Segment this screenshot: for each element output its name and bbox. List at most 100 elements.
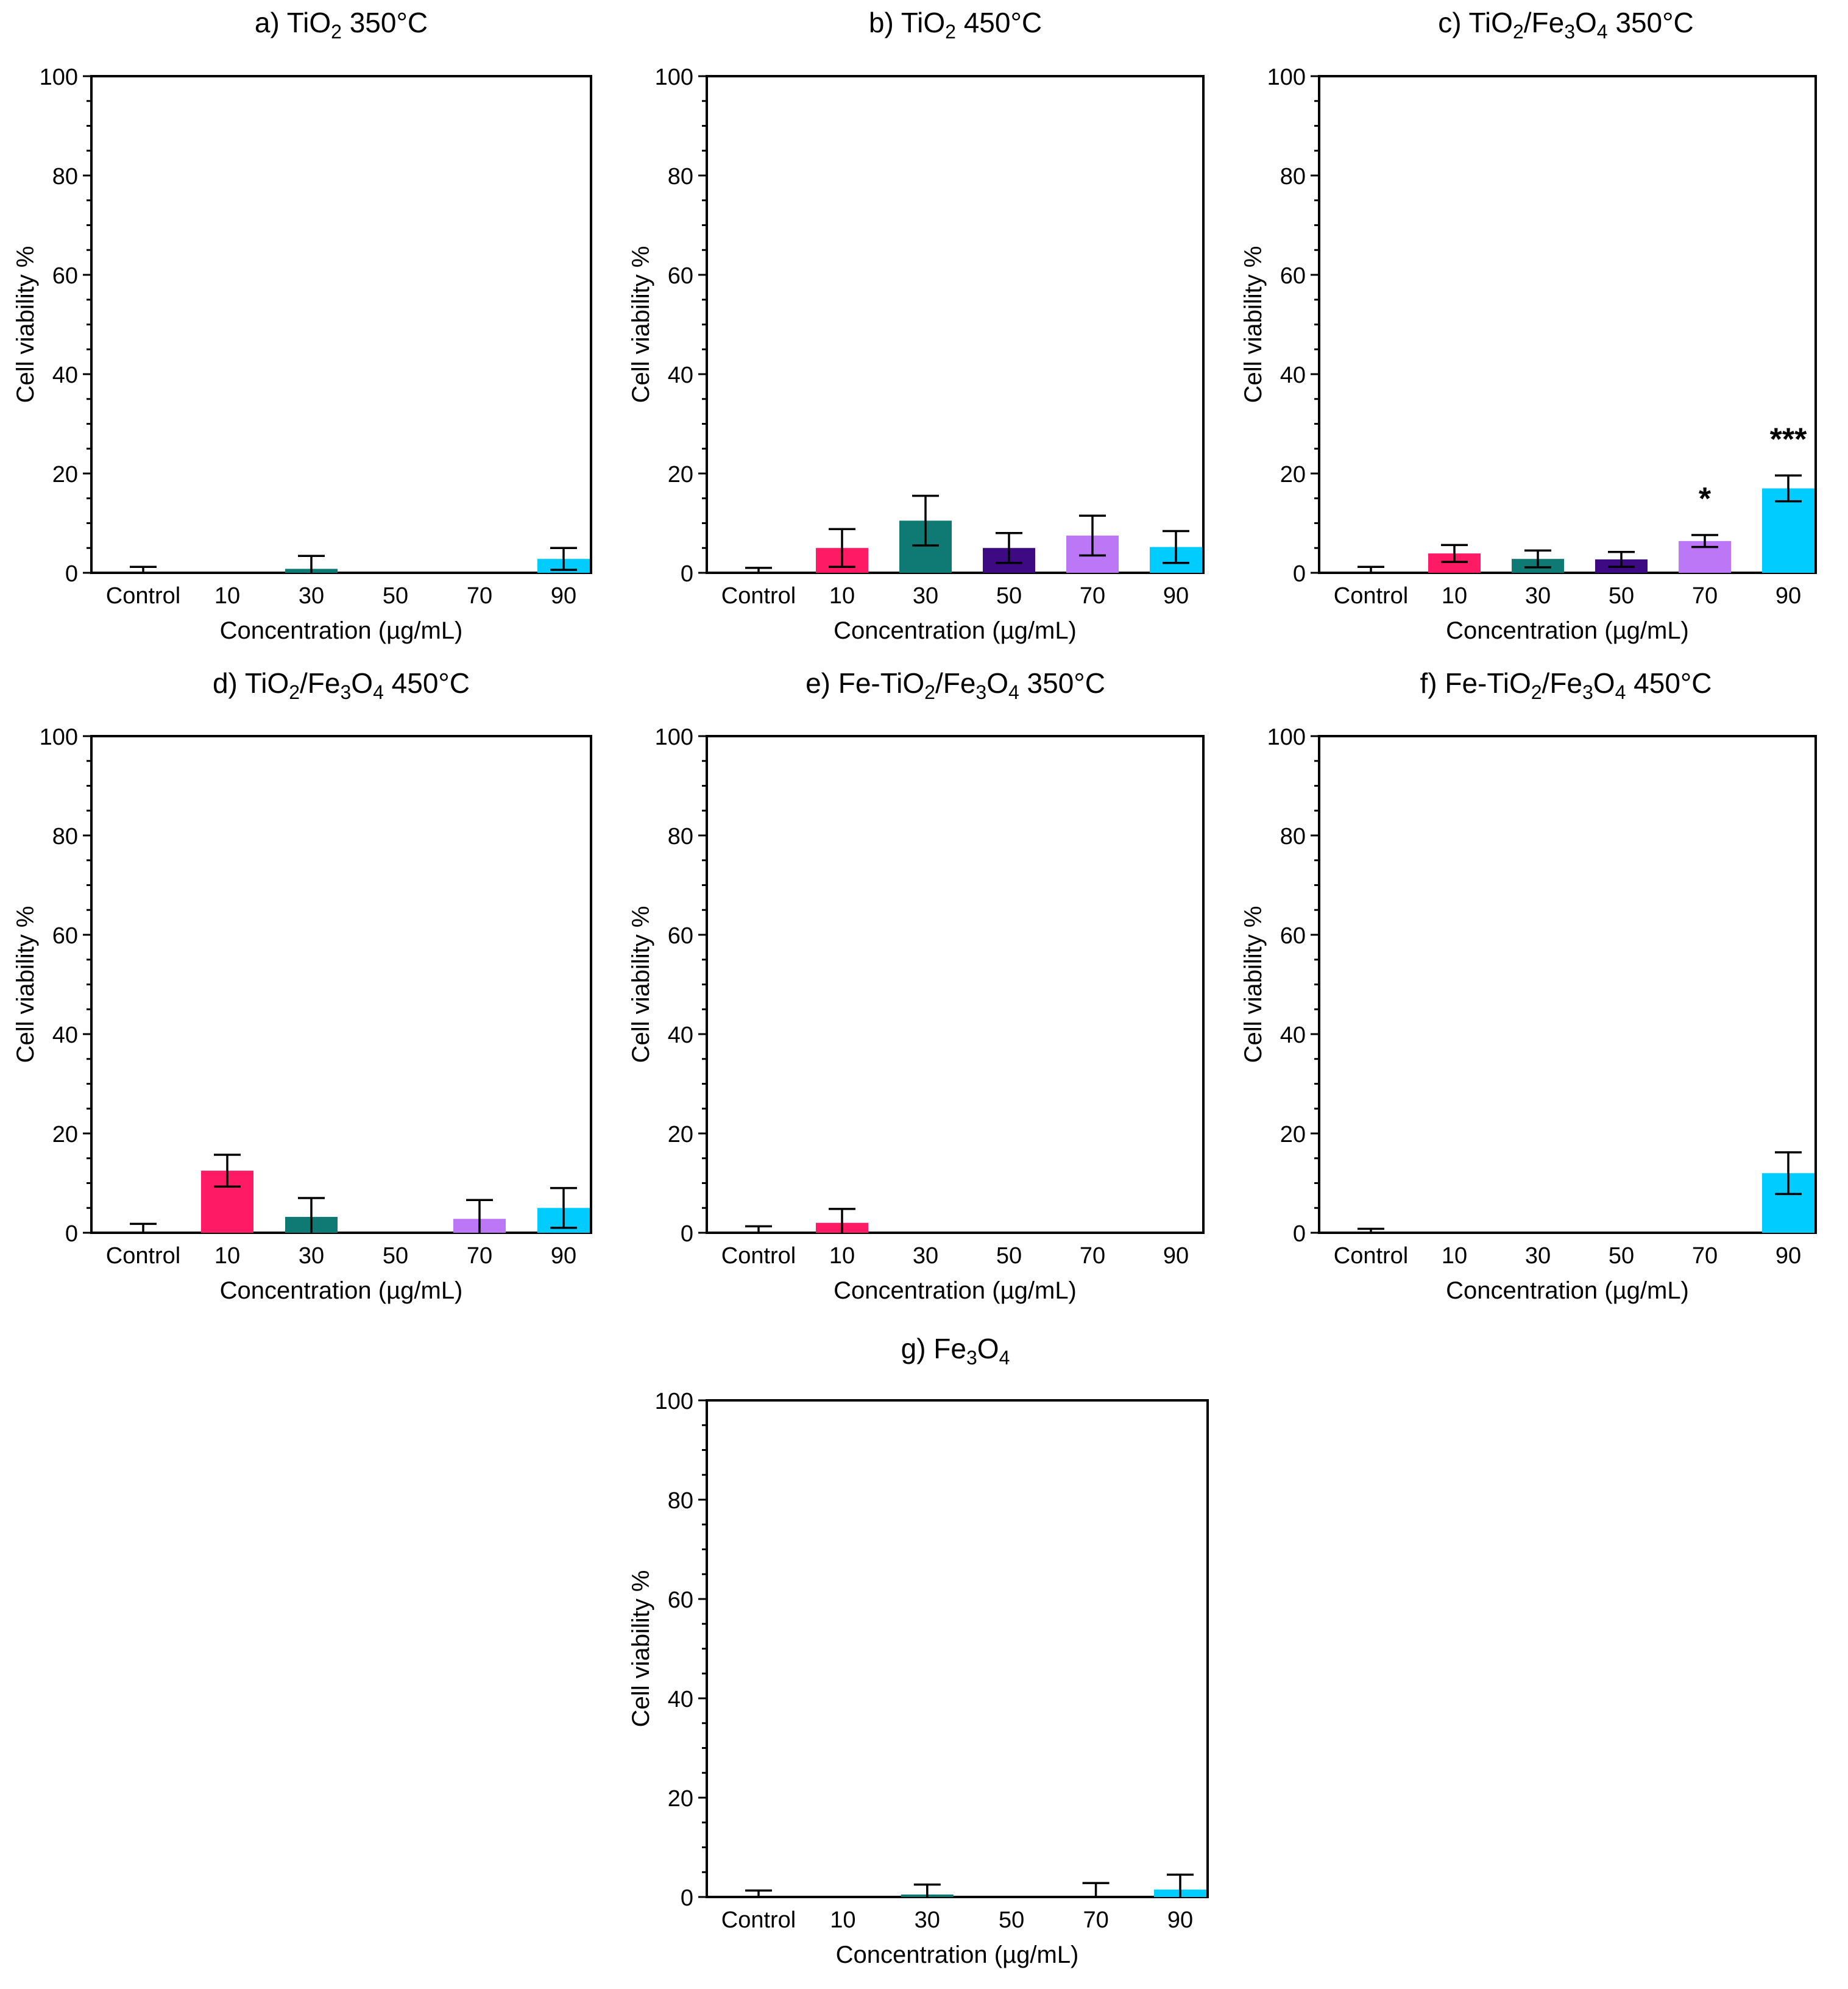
y-tick-label: 80: [668, 824, 693, 849]
plot-frame: [90, 75, 592, 574]
x-tick-label-70: 70: [1692, 583, 1718, 609]
y-axis-label: Cell viability %: [12, 906, 39, 1063]
y-tick-label: 60: [1280, 263, 1306, 289]
panel-d-title: d) TiO2/Fe3O4 450°C: [212, 667, 470, 703]
y-tick-label: 60: [52, 263, 78, 289]
panel-e-title: e) Fe-TiO2/Fe3O4 350°C: [805, 667, 1105, 703]
x-tick-label-70: 70: [467, 583, 492, 609]
x-tick-label-10: 10: [214, 583, 240, 609]
y-tick-label: 0: [681, 1221, 693, 1247]
chart-c: 0 20 40 60 80 100 Cell viability % Control 10 30 5…: [1240, 65, 1817, 644]
chart-f: 0 20 40 60 80 100 Cell viability % Control 10 30 5…: [1240, 725, 1817, 1304]
x-tick-label-10: 10: [1442, 1243, 1467, 1269]
x-tick-label-30: 30: [913, 583, 938, 609]
chart-b: 0 20 40 60 80 100 Cell viability % Control 10 30 5…: [628, 65, 1205, 644]
y-tick-label: 20: [1280, 462, 1306, 488]
significance-annotation: ***: [1770, 422, 1807, 457]
y-axis-label: Cell viability %: [628, 1570, 654, 1728]
x-tick-label-50: 50: [383, 583, 408, 609]
plot-frame: [90, 735, 592, 1234]
y-axis-label: Cell viability %: [628, 246, 654, 403]
y-tick-label: 100: [655, 1389, 693, 1414]
y-tick-label: 80: [1280, 824, 1306, 849]
bar-90: [1762, 488, 1814, 573]
y-tick-label: 20: [668, 1122, 693, 1147]
x-axis-label: Concentration (µg/mL): [834, 617, 1077, 644]
panel-b-title: b) TiO2 450°C: [868, 7, 1043, 43]
chart-e: 0 20 40 60 80 100 Cell viability % Control 10 30 5…: [628, 725, 1205, 1304]
x-tick-label-90: 90: [1775, 583, 1801, 609]
y-tick-label: 80: [1280, 164, 1306, 190]
y-tick-label: 0: [1293, 1221, 1306, 1247]
y-axis-label: Cell viability %: [1240, 246, 1267, 403]
plot-frame: [706, 75, 1205, 574]
y-axis-label: Cell viability %: [12, 246, 39, 403]
y-tick-label: 40: [668, 1687, 693, 1712]
y-tick-label: 100: [1267, 725, 1306, 750]
x-tick-label-90: 90: [1163, 1243, 1189, 1269]
y-axis-label: Cell viability %: [1240, 906, 1267, 1063]
y-tick-label: 40: [668, 363, 693, 388]
y-tick-label: 20: [1280, 1122, 1306, 1147]
y-tick-label: 20: [668, 1786, 693, 1812]
y-tick-label: 60: [668, 1587, 693, 1613]
x-tick-label-50: 50: [996, 583, 1022, 609]
y-tick-label: 0: [65, 1221, 78, 1247]
x-tick-label-10: 10: [214, 1243, 240, 1269]
x-tick-label-10: 10: [829, 583, 855, 609]
x-tick-label-50: 50: [999, 1907, 1024, 1933]
plot-frame: [706, 735, 1205, 1234]
x-tick-label-30: 30: [1525, 1243, 1551, 1269]
x-tick-label-70: 70: [1692, 1243, 1718, 1269]
x-axis-label: Concentration (µg/mL): [1446, 617, 1689, 644]
x-tick-label-30: 30: [915, 1907, 940, 1933]
x-tick-label-Control: Control: [106, 1243, 181, 1269]
y-tick-label: 80: [52, 164, 78, 190]
y-tick-label: 20: [52, 1122, 78, 1147]
y-tick-label: 40: [52, 1023, 78, 1048]
plot-frame: [1318, 75, 1817, 574]
y-tick-label: 0: [65, 561, 78, 587]
y-tick-label: 40: [1280, 1023, 1306, 1048]
x-axis-label: Concentration (µg/mL): [834, 1277, 1077, 1304]
x-tick-label-90: 90: [1775, 1243, 1801, 1269]
y-tick-label: 80: [52, 824, 78, 849]
y-tick-label: 60: [668, 923, 693, 949]
significance-annotation: *: [1699, 481, 1712, 517]
y-tick-label: 0: [1293, 561, 1306, 587]
x-tick-label-Control: Control: [721, 1907, 796, 1933]
y-tick-label: 0: [681, 561, 693, 587]
y-tick-label: 0: [681, 1885, 693, 1911]
x-tick-label-Control: Control: [721, 583, 796, 609]
y-tick-label: 100: [655, 65, 693, 90]
y-tick-label: 100: [40, 65, 78, 90]
x-tick-label-50: 50: [1609, 583, 1634, 609]
x-tick-label-50: 50: [383, 1243, 408, 1269]
x-tick-label-90: 90: [551, 583, 576, 609]
y-tick-label: 20: [52, 462, 78, 488]
y-tick-label: 40: [668, 1023, 693, 1048]
panel-f-title: f) Fe-TiO2/Fe3O4 450°C: [1420, 667, 1712, 703]
y-tick-label: 60: [668, 263, 693, 289]
x-tick-label-30: 30: [1525, 583, 1551, 609]
panel-c-title: c) TiO2/Fe3O4 350°C: [1438, 7, 1694, 43]
y-tick-label: 80: [668, 164, 693, 190]
plot-frame: [706, 1399, 1209, 1898]
x-tick-label-Control: Control: [1334, 583, 1409, 609]
x-tick-label-30: 30: [913, 1243, 938, 1269]
chart-g: 0 20 40 60 80 100 Cell viability % Control 10 30 5…: [628, 1389, 1209, 1968]
y-tick-label: 100: [655, 725, 693, 750]
x-tick-label-10: 10: [829, 1243, 855, 1269]
panel-a-title: a) TiO2 350°C: [254, 7, 428, 43]
x-tick-label-Control: Control: [106, 583, 181, 609]
plot-frame: [1318, 735, 1817, 1234]
y-tick-label: 80: [668, 1488, 693, 1514]
x-tick-label-10: 10: [830, 1907, 855, 1933]
x-tick-label-50: 50: [1609, 1243, 1634, 1269]
y-tick-label: 60: [52, 923, 78, 949]
y-tick-label: 20: [668, 462, 693, 488]
y-tick-label: 40: [1280, 363, 1306, 388]
y-tick-label: 60: [1280, 923, 1306, 949]
x-tick-label-50: 50: [996, 1243, 1022, 1269]
